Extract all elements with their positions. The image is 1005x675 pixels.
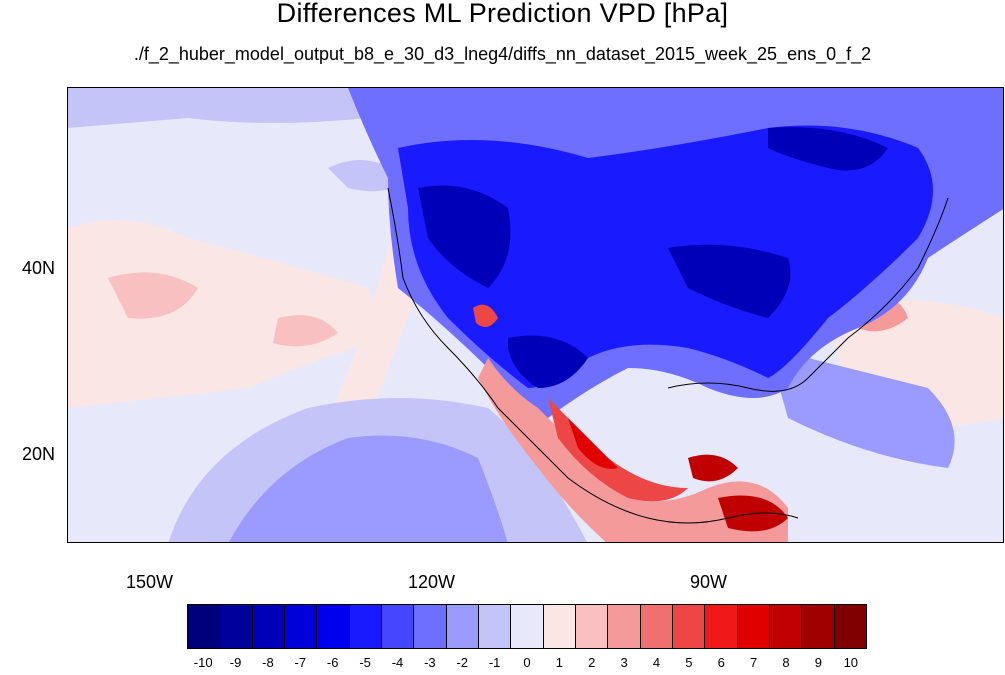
lon-label-150w: 150W: [126, 572, 174, 592]
red-anomaly-central-america: [688, 454, 738, 482]
lon-label-120w: 120W: [408, 572, 456, 592]
red-blob-2: [273, 315, 338, 347]
colorbar-label: 0: [523, 655, 531, 670]
colorbar-swatch: [317, 605, 350, 648]
colorbar-label: 6: [717, 655, 725, 670]
colorbar-label: -5: [359, 655, 371, 670]
colorbar-label: 1: [555, 655, 563, 670]
colorbar-swatch: [543, 605, 576, 648]
colorbar-swatch: [414, 605, 447, 648]
chart-subtitle: ./f_2_huber_model_output_b8_e_30_d3_lneg…: [133, 44, 872, 64]
colorbar-label: 3: [620, 655, 628, 670]
colorbar-label: -2: [456, 655, 469, 670]
colorbar-swatch: [446, 605, 479, 648]
colorbar-swatch: [349, 605, 382, 648]
red-anomaly-mexico: [478, 358, 788, 542]
colorbar-label: 9: [814, 655, 823, 670]
coastline-gulf-east: [667, 197, 949, 392]
blue-anomaly-central: [668, 244, 791, 318]
red-anomaly-mexico-core: [548, 398, 688, 502]
blue-anomaly-west: [418, 185, 511, 288]
colorbar-label: 4: [652, 655, 661, 670]
colorbar-label: -6: [326, 655, 339, 670]
lat-label-20n: 20N: [22, 444, 56, 464]
colorbar-label: 2: [588, 655, 596, 670]
colorbar-swatch: [608, 605, 641, 648]
blue-band-south-inner: [229, 435, 508, 542]
colorbar-label: -8: [262, 655, 274, 670]
colorbar-swatch: [478, 605, 512, 648]
colorbar-swatch: [511, 605, 544, 648]
colorbar-swatch: [381, 605, 415, 648]
blue-band-north: [68, 88, 388, 128]
chart-title: Differences ML Prediction VPD [hPa]: [276, 0, 729, 28]
colorbar-label: -10: [193, 655, 213, 670]
blue-anomaly-north: [768, 127, 888, 171]
colorbar-label: 10: [843, 655, 859, 670]
colorbar-swatch: [575, 605, 609, 648]
map-panel[interactable]: [67, 87, 1004, 543]
lon-label-90w: 90W: [690, 572, 728, 592]
colorbar-label: -9: [229, 655, 242, 670]
vpd-difference-field: [68, 88, 1003, 542]
colorbar-swatch: [188, 605, 221, 648]
colorbar-label: -3: [424, 655, 436, 670]
colorbar-label: -1: [488, 655, 501, 670]
colorbar-swatch: [220, 605, 253, 648]
colorbar-swatch: [705, 605, 738, 648]
colorbar-label: 5: [685, 655, 693, 670]
colorbar-swatch: [284, 605, 318, 648]
red-anomaly-mexico-peak: [568, 418, 618, 469]
colorbar-label: 7: [750, 655, 758, 670]
colorbar-label: -7: [294, 655, 307, 670]
colorbar-swatch: [834, 605, 866, 648]
lat-label-40n: 40N: [22, 258, 56, 278]
red-blob-1: [108, 272, 198, 319]
red-spot-california: [473, 304, 498, 327]
colorbar-swatch: [769, 605, 803, 648]
colorbar-label: 8: [782, 655, 790, 670]
colorbar-swatch: [252, 605, 285, 648]
blue-patch-gulf: [768, 348, 955, 468]
colorbar-swatch: [802, 605, 835, 648]
colorbar-labels: -10 -9 -8 -7 -6 -5 -4 -3 -2 -1 0 1 2 3 4 5 6 7 8 9 10: [0, 655, 1005, 675]
colorbar-swatch: [640, 605, 673, 648]
colorbar-label: -4: [391, 655, 404, 670]
colorbar: [187, 604, 867, 649]
colorbar-swatch: [737, 605, 770, 648]
pink-patch-west: [68, 220, 388, 408]
colorbar-swatch: [672, 605, 706, 648]
blue-anomaly-core: [398, 125, 933, 388]
coastline-west: [387, 187, 799, 524]
blue-anomaly-southwest: [508, 335, 588, 388]
